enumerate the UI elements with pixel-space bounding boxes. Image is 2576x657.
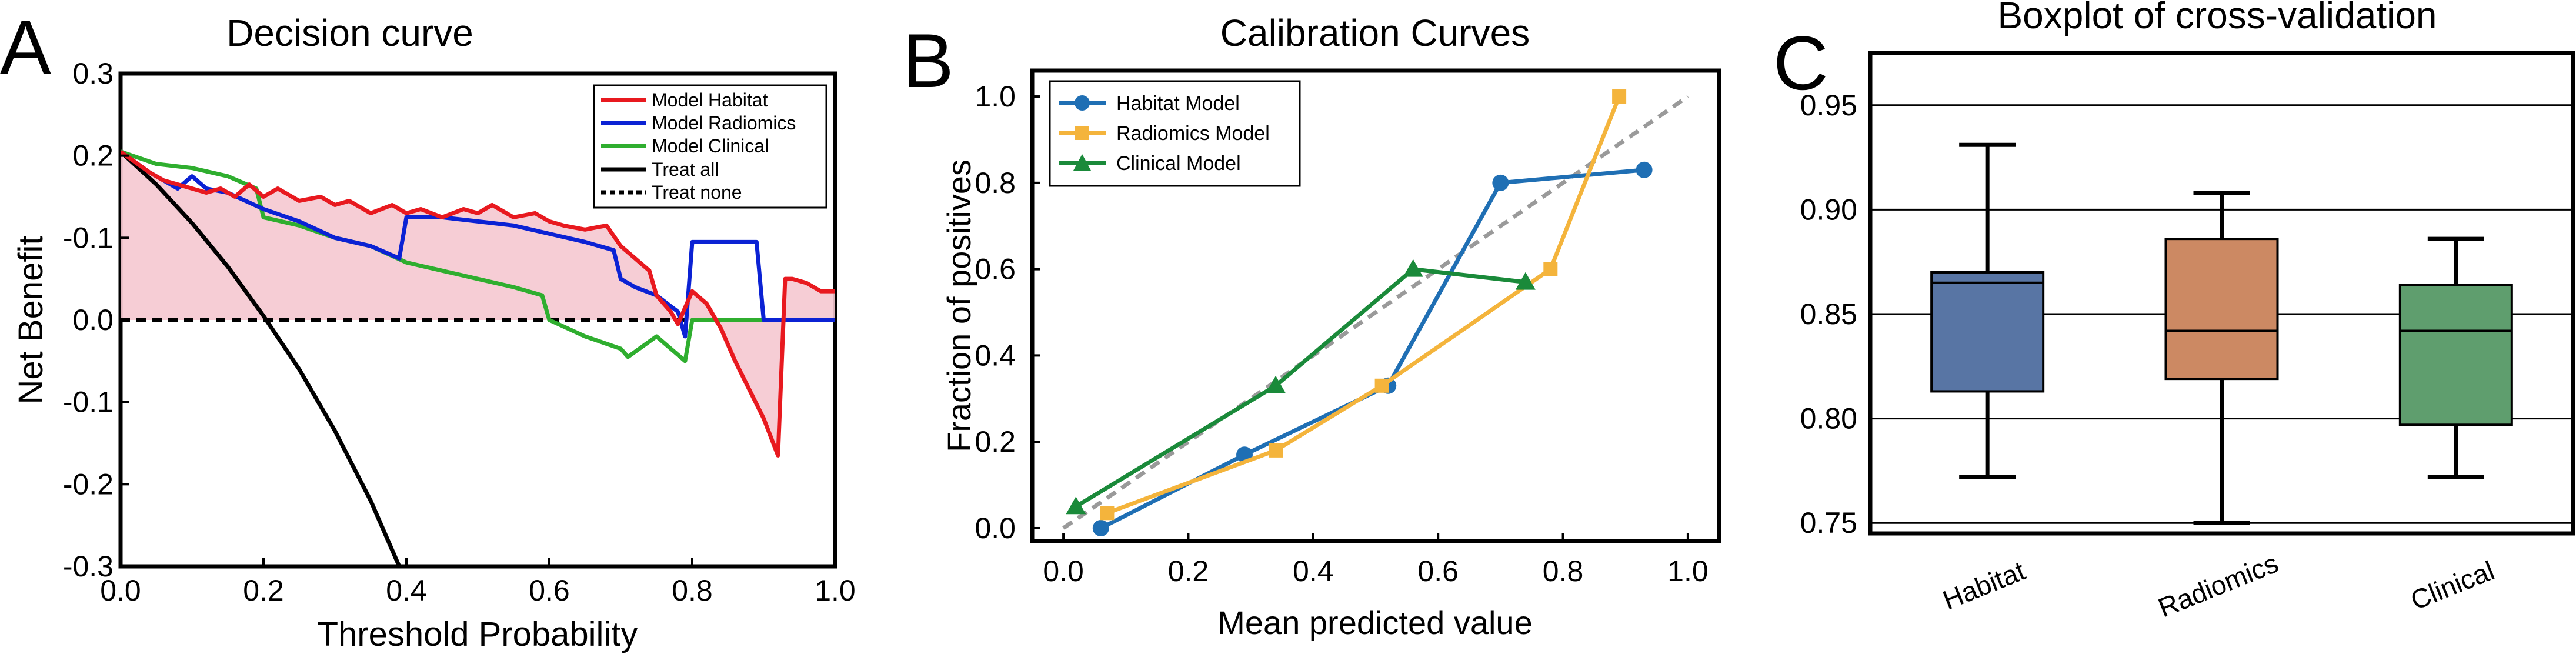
panel-b-y-ticks: 0.0 0.2 0.4 0.6 0.8 1.0: [975, 80, 1040, 545]
legend-label-model-habitat: Model Habitat: [652, 89, 768, 111]
data-point-clinical-model: [1515, 272, 1536, 290]
y-tick-label: -0.2: [63, 468, 114, 501]
y-tick-label: -0.1: [63, 386, 114, 419]
panel-a-y-ticks: 0.3 0.2 -0.1 0.0 -0.1 -0.2 -0.3: [63, 57, 129, 583]
panel-b-y-axis-label: Fraction of positives: [940, 159, 977, 452]
data-point-radiomics-model: [1100, 506, 1115, 521]
legend-label-habitat-model: Habitat Model: [1116, 92, 1240, 115]
panel-a-y-axis-label: Net Benefit: [12, 236, 50, 405]
series-line-model-habitat: [121, 149, 835, 458]
legend-label-treat-none: Treat none: [652, 182, 742, 203]
series-line-treat-all: [121, 150, 402, 566]
y-tick-label: 0.0: [975, 512, 1016, 545]
panel-c-y-ticks: 0.75 0.80 0.85 0.90 0.95: [1800, 89, 1857, 539]
data-point-clinical-model: [1403, 259, 1423, 277]
x-tick-label: 0.2: [1168, 555, 1209, 588]
panel-b-lines: [1066, 89, 1653, 536]
legend-label-clinical-model: Clinical Model: [1116, 152, 1241, 175]
data-point-habitat-model: [1636, 161, 1653, 178]
series-line-model-radiomics: [121, 149, 835, 339]
box-iqr: [1930, 271, 2045, 393]
x-tick-label: 0.2: [243, 574, 284, 607]
panel-a-title: Decision curve: [226, 12, 473, 54]
panel-a-letter: A: [0, 4, 51, 90]
y-tick-label: 0.8: [975, 166, 1016, 199]
x-tick-label: 0.0: [100, 574, 141, 607]
x-tick-label: 0.6: [1417, 555, 1459, 588]
panel-c-letter: C: [1773, 20, 1828, 106]
data-point-clinical-model: [1266, 375, 1286, 393]
y-tick-label: 0.85: [1800, 298, 1857, 331]
legend-label-radiomics-model: Radiomics Model: [1116, 122, 1270, 145]
x-tick-label: 0.4: [386, 574, 427, 607]
legend-marker-clinical-model: [1073, 154, 1091, 171]
x-tick-label: 0.8: [672, 574, 713, 607]
y-tick-label: 0.4: [975, 339, 1016, 372]
y-tick-label: 0.95: [1800, 89, 1857, 122]
y-tick-label: 0.6: [975, 253, 1016, 286]
panel-c-boxes: [1930, 142, 2513, 525]
legend-label-treat-all: Treat all: [652, 159, 719, 180]
data-point-radiomics-model: [1612, 89, 1627, 104]
series-line-habitat-model: [1100, 168, 1644, 531]
panel-c-category-labels: Habitat Radiomics Clinical: [1938, 548, 2498, 623]
panel-c-frame: [1868, 51, 2575, 536]
x-tick-label: 1.0: [815, 574, 856, 607]
box-iqr: [2398, 284, 2513, 426]
panel-b-title: Calibration Curves: [1220, 12, 1530, 54]
panel-a-legend: Model Habitat Model Radiomics Model Clin…: [593, 84, 827, 209]
category-label-clinical: Clinical: [2406, 555, 2498, 616]
panel-b-legend: Habitat Model Radiomics Model Clinical M…: [1049, 80, 1301, 187]
y-tick-label: 0.3: [72, 57, 114, 90]
y-tick-label: 0.2: [975, 425, 1016, 458]
panel-a-x-axis-label: Threshold Probability: [318, 615, 638, 653]
box-radiomics: [2164, 191, 2279, 525]
panel-c-title: Boxplot of cross-validation: [1997, 0, 2437, 36]
y-tick-label: 0.0: [72, 304, 114, 336]
category-label-habitat: Habitat: [1938, 555, 2030, 616]
perfect-calibration-line: [1062, 95, 1689, 530]
legend-label-model-clinical: Model Clinical: [652, 135, 769, 156]
box-habitat: [1930, 142, 2045, 479]
data-point-radiomics-model: [1543, 262, 1558, 276]
data-point-clinical-model: [1066, 496, 1086, 515]
panel-b-x-axis-label: Mean predicted value: [1217, 604, 1532, 641]
y-tick-label: -0.1: [63, 221, 114, 254]
x-tick-label: 0.8: [1543, 555, 1584, 588]
panel-b-x-ticks: 0.0 0.2 0.4 0.6 0.8 1.0: [1043, 533, 1709, 588]
data-point-habitat-model: [1092, 519, 1109, 536]
category-label-radiomics: Radiomics: [2154, 548, 2283, 623]
panel-a-lines: [121, 149, 835, 566]
panel-a-x-ticks: 0.0 0.2 0.4 0.6 0.8 1.0: [100, 558, 856, 607]
y-tick-label: 0.75: [1800, 506, 1857, 539]
y-tick-label: 0.90: [1800, 193, 1857, 226]
box-clinical: [2398, 236, 2513, 479]
x-tick-label: 0.6: [529, 574, 570, 607]
panel-b-frame: [1030, 68, 1721, 543]
y-tick-label: 0.80: [1800, 402, 1857, 435]
legend-marker-habitat-model: [1075, 95, 1090, 111]
box-iqr: [2164, 238, 2279, 381]
decision-curve-panel: A Decision curve 0.0 0.2 0.4 0.6 0.8 1.0 0.30…: [0, 4, 856, 653]
x-tick-label: 0.0: [1043, 555, 1084, 588]
data-point-radiomics-model: [1269, 443, 1283, 458]
legend-label-model-radiomics: Model Radiomics: [652, 112, 796, 134]
calibration-panel: B Calibration Curves 0.0 0.2 0.4 0.6 0.8 1.0 …: [903, 12, 1721, 641]
data-point-habitat-model: [1492, 174, 1509, 191]
data-point-radiomics-model: [1374, 378, 1389, 393]
legend-marker-radiomics-model: [1075, 126, 1089, 140]
x-tick-label: 1.0: [1667, 555, 1709, 588]
y-tick-label: 1.0: [975, 80, 1016, 113]
y-tick-label: 0.2: [72, 139, 114, 172]
y-tick-label: -0.3: [63, 550, 114, 583]
cv-boxplot-panel: C Boxplot of cross-validation 0.750.800.…: [1773, 0, 2575, 623]
x-tick-label: 0.4: [1293, 555, 1334, 588]
panel-b-reference-line: [1062, 95, 1689, 530]
panel-b-letter: B: [903, 18, 954, 104]
series-line-clinical-model: [1075, 267, 1526, 509]
